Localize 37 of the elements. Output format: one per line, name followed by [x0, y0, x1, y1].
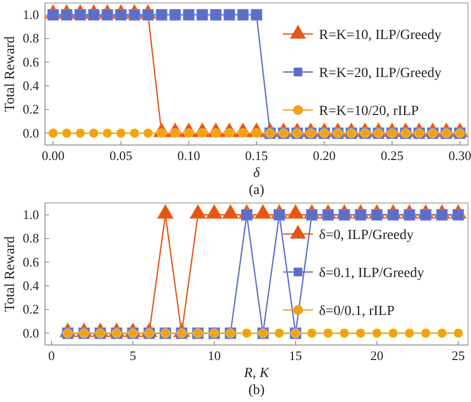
x-tick-label: 0.30	[448, 148, 471, 164]
x-tick-label: 15	[289, 348, 302, 364]
y-tick-label: 0.4	[22, 78, 40, 93]
x-tick-label: 0.25	[380, 148, 404, 164]
x-tick-label: 20	[370, 348, 384, 364]
legend-label: R=K=10, ILP/Greedy	[319, 28, 442, 43]
x-axis-title: δ	[253, 166, 260, 181]
text: (a)	[248, 183, 265, 198]
legend-label: δ=0.1, ILP/Greedy	[319, 266, 424, 281]
x-tick-label: 0.10	[177, 148, 200, 164]
x-tick-label: 0.15	[245, 148, 268, 164]
legend-label: R=K=10/20, rILP	[319, 104, 420, 119]
x-tick-label: 0.20	[312, 148, 336, 164]
y-tick-label: 0.6	[22, 254, 40, 270]
x-axis-title: R, K	[243, 366, 270, 381]
text: (b)	[248, 383, 265, 398]
y-tick-label: 0.8	[22, 30, 39, 46]
x-tick-label: 5	[130, 348, 136, 364]
y-tick-label: 0.4	[22, 278, 40, 293]
y-tick-label: 0.6	[22, 54, 40, 70]
x-tick-label: 25	[452, 348, 465, 364]
y-tick-label: 1.0	[22, 206, 39, 222]
y-tick-label: 0.0	[22, 125, 39, 140]
legend-label: δ=0, ILP/Greedy	[319, 228, 414, 243]
legend-label: δ=0/0.1, rILP	[319, 304, 395, 319]
y-axis-title: Total Reward	[3, 36, 18, 112]
x-tick-label: 0	[48, 348, 55, 364]
y-axis-title: Total Reward	[3, 236, 18, 312]
legend-label: R=K=20, ILP/Greedy	[319, 66, 442, 81]
x-tick-label: 0.00	[42, 148, 65, 164]
y-tick-label: 0.8	[22, 230, 39, 246]
x-tick-label: 10	[208, 348, 221, 364]
y-tick-label: 0.2	[22, 302, 39, 317]
y-tick-label: 0.2	[22, 102, 39, 117]
x-tick-label: 0.05	[110, 148, 132, 164]
y-tick-label: 1.0	[22, 6, 39, 22]
y-tick-label: 0.0	[22, 325, 39, 340]
